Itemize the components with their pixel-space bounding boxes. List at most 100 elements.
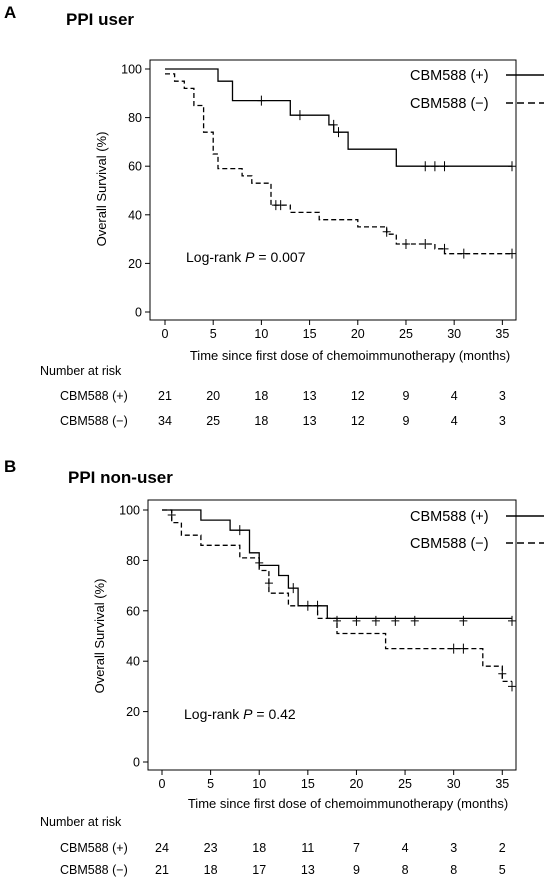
series-line — [162, 509, 512, 683]
series-line — [165, 68, 512, 167]
x-tick-label: 0 — [162, 327, 169, 341]
risk-value: 13 — [303, 389, 317, 403]
censor-mark — [459, 615, 468, 626]
x-tick-label: 35 — [495, 777, 509, 791]
risk-row-label: CBM588 (+) — [60, 841, 128, 855]
risk-value: 9 — [402, 414, 409, 428]
censor-mark — [459, 248, 468, 259]
plot-area: 0 20 40 60 80 100 0 5 10 15 20 25 30 35 — [119, 499, 517, 791]
risk-value: 7 — [353, 841, 360, 855]
risk-value: 8 — [450, 863, 457, 877]
censor-mark — [289, 583, 298, 594]
y-tick-label: 80 — [126, 554, 140, 568]
risk-value: 12 — [351, 414, 365, 428]
y-tick-label: 60 — [128, 160, 142, 174]
risk-value: 23 — [204, 841, 218, 855]
legend: CBM588 (+) CBM588 (−) — [410, 68, 544, 112]
panel-title: PPI user — [66, 10, 134, 29]
censor-mark — [421, 161, 430, 172]
censor-mark — [371, 615, 380, 626]
risk-value: 9 — [402, 389, 409, 403]
y-tick-label: 0 — [133, 756, 140, 770]
x-tick-label: 20 — [349, 777, 363, 791]
legend: CBM588 (+) CBM588 (−) — [410, 509, 544, 552]
risk-row-label: CBM588 (−) — [60, 863, 128, 877]
y-tick-label: 40 — [128, 208, 142, 222]
x-tick-label: 20 — [351, 327, 365, 341]
legend-label: CBM588 (−) — [410, 536, 489, 552]
censor-mark — [508, 681, 516, 692]
risk-value: 25 — [206, 414, 220, 428]
series-line — [162, 509, 512, 620]
risk-value: 24 — [155, 841, 169, 855]
risk-value: 4 — [402, 841, 409, 855]
legend-label: CBM588 (+) — [410, 509, 489, 525]
risk-table: Number at risk CBM588 (+) 24 23 18 11 7 4 3 2 CBM… — [40, 815, 506, 877]
x-tick-label: 35 — [495, 327, 509, 341]
censor-mark — [276, 200, 285, 211]
censor-mark — [459, 643, 468, 654]
risk-value: 4 — [451, 414, 458, 428]
annotation-value: = 0.007 — [255, 249, 306, 265]
censor-mark — [167, 510, 176, 521]
censor-mark — [235, 525, 244, 536]
censor-mark — [498, 668, 507, 679]
y-axis-title: Overall Survival (%) — [92, 579, 107, 694]
risk-value: 3 — [450, 841, 457, 855]
panel-a: A PPI user 0 20 40 60 80 100 0 5 10 15 20 25 30 35 Ov… — [4, 3, 544, 428]
risk-value: 11 — [301, 841, 314, 855]
risk-value: 5 — [499, 863, 506, 877]
risk-value: 17 — [252, 863, 266, 877]
x-tick-label: 15 — [301, 777, 315, 791]
annotation-p-symbol: P — [243, 706, 253, 722]
y-tick-label: 100 — [121, 63, 142, 77]
risk-value: 20 — [206, 389, 220, 403]
censor-mark — [382, 226, 391, 237]
legend-label: CBM588 (+) — [410, 68, 489, 84]
censor-mark — [329, 119, 338, 130]
panel-letter: A — [4, 3, 16, 22]
log-rank-annotation: Log-rank P = 0.42 — [184, 706, 296, 722]
x-tick-label: 10 — [254, 327, 268, 341]
annotation-p-symbol: P — [245, 249, 255, 265]
y-tick-label: 80 — [128, 111, 142, 125]
risk-value: 21 — [158, 389, 172, 403]
censor-mark — [421, 238, 430, 249]
risk-value: 18 — [204, 863, 218, 877]
risk-value: 18 — [254, 389, 268, 403]
censor-mark — [264, 578, 273, 589]
censor-mark — [430, 161, 439, 172]
x-tick-label: 0 — [159, 777, 166, 791]
risk-value: 18 — [254, 414, 268, 428]
censor-mark — [352, 615, 361, 626]
censor-mark — [391, 615, 400, 626]
censor-mark — [508, 615, 516, 626]
risk-row-label: CBM588 (−) — [60, 414, 128, 428]
risk-value: 13 — [301, 863, 315, 877]
censor-mark — [295, 110, 304, 121]
risk-value: 3 — [499, 389, 506, 403]
censor-mark — [508, 161, 516, 172]
censor-mark — [401, 238, 410, 249]
log-rank-annotation: Log-rank P = 0.007 — [186, 249, 306, 265]
plot-area: 0 20 40 60 80 100 0 5 10 15 20 25 30 35 — [121, 59, 517, 341]
risk-value: 21 — [155, 863, 169, 877]
risk-row-label: CBM588 (+) — [60, 389, 128, 403]
risk-value: 34 — [158, 414, 172, 428]
risk-value: 8 — [402, 863, 409, 877]
risk-value: 13 — [303, 414, 317, 428]
series-line — [165, 73, 512, 255]
x-tick-label: 5 — [207, 777, 214, 791]
x-axis-title: Time since first dose of chemoimmunother… — [190, 348, 510, 363]
y-tick-label: 100 — [119, 504, 140, 518]
y-tick-label: 0 — [135, 306, 142, 320]
annotation-prefix: Log-rank — [184, 706, 243, 722]
censor-mark — [334, 127, 343, 138]
panel-title: PPI non-user — [68, 468, 173, 487]
panel-letter: B — [4, 457, 16, 476]
censor-mark — [449, 643, 458, 654]
x-tick-label: 10 — [252, 777, 266, 791]
y-tick-label: 60 — [126, 604, 140, 618]
